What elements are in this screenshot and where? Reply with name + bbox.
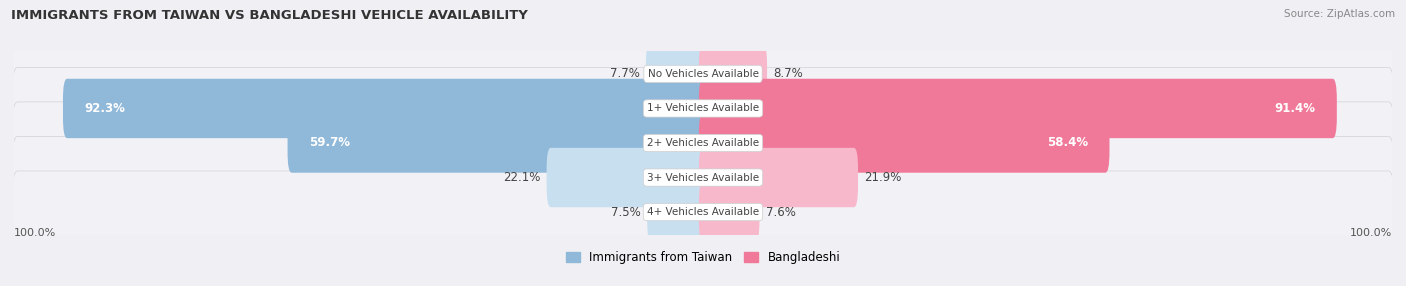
Text: 7.6%: 7.6% bbox=[766, 206, 796, 219]
FancyBboxPatch shape bbox=[13, 33, 1393, 115]
FancyBboxPatch shape bbox=[699, 44, 768, 104]
Text: 2+ Vehicles Available: 2+ Vehicles Available bbox=[647, 138, 759, 148]
Text: 22.1%: 22.1% bbox=[503, 171, 540, 184]
FancyBboxPatch shape bbox=[699, 182, 759, 242]
Text: 7.5%: 7.5% bbox=[612, 206, 641, 219]
Text: 1+ Vehicles Available: 1+ Vehicles Available bbox=[647, 104, 759, 114]
Text: 92.3%: 92.3% bbox=[84, 102, 125, 115]
FancyBboxPatch shape bbox=[647, 182, 707, 242]
FancyBboxPatch shape bbox=[699, 148, 858, 207]
Text: Source: ZipAtlas.com: Source: ZipAtlas.com bbox=[1284, 9, 1395, 19]
FancyBboxPatch shape bbox=[63, 79, 707, 138]
Text: 91.4%: 91.4% bbox=[1274, 102, 1316, 115]
FancyBboxPatch shape bbox=[13, 171, 1393, 253]
Text: 21.9%: 21.9% bbox=[865, 171, 901, 184]
Text: 100.0%: 100.0% bbox=[1350, 229, 1392, 239]
FancyBboxPatch shape bbox=[13, 136, 1393, 219]
Text: 3+ Vehicles Available: 3+ Vehicles Available bbox=[647, 172, 759, 182]
Text: IMMIGRANTS FROM TAIWAN VS BANGLADESHI VEHICLE AVAILABILITY: IMMIGRANTS FROM TAIWAN VS BANGLADESHI VE… bbox=[11, 9, 529, 21]
Text: 4+ Vehicles Available: 4+ Vehicles Available bbox=[647, 207, 759, 217]
FancyBboxPatch shape bbox=[645, 44, 707, 104]
FancyBboxPatch shape bbox=[13, 102, 1393, 184]
Text: No Vehicles Available: No Vehicles Available bbox=[648, 69, 758, 79]
Text: 7.7%: 7.7% bbox=[610, 67, 640, 80]
FancyBboxPatch shape bbox=[288, 113, 707, 173]
Text: 59.7%: 59.7% bbox=[309, 136, 350, 150]
Text: 8.7%: 8.7% bbox=[773, 67, 803, 80]
FancyBboxPatch shape bbox=[547, 148, 707, 207]
FancyBboxPatch shape bbox=[699, 113, 1109, 173]
FancyBboxPatch shape bbox=[13, 67, 1393, 150]
FancyBboxPatch shape bbox=[699, 79, 1337, 138]
Legend: Immigrants from Taiwan, Bangladeshi: Immigrants from Taiwan, Bangladeshi bbox=[561, 247, 845, 269]
Text: 100.0%: 100.0% bbox=[14, 229, 56, 239]
Text: 58.4%: 58.4% bbox=[1047, 136, 1088, 150]
